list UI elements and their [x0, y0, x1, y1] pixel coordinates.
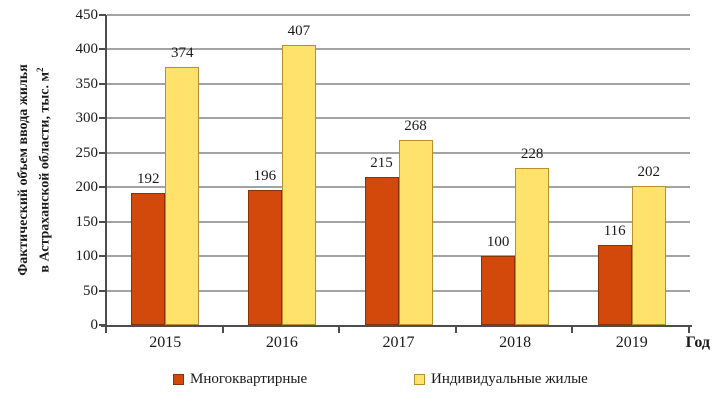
y-tick-mark-50 — [99, 289, 106, 292]
gridline-450 — [107, 14, 690, 16]
bar-series1-2018 — [515, 167, 550, 325]
value-label-series0-2016: 196 — [253, 167, 277, 184]
gridline-350 — [107, 82, 690, 85]
bar-series0-2016 — [247, 189, 282, 325]
y-tick-mark-400 — [99, 48, 106, 51]
value-label-series0-2015: 192 — [137, 170, 160, 187]
x-tick-label-2017: 2017 — [382, 334, 415, 351]
legend: Многоквартирные Индивидуальные жилые — [0, 369, 713, 393]
y-tick-mark-450 — [99, 14, 106, 16]
y-tick-label-250: 250 — [75, 144, 99, 161]
y-tick-label-0: 0 — [90, 317, 99, 333]
y-axis-line — [105, 15, 107, 327]
value-label-series0-2019: 116 — [603, 223, 626, 240]
plot-area — [107, 14, 690, 325]
y-tick-mark-0 — [99, 324, 106, 326]
y-tick-label-200: 200 — [75, 179, 99, 196]
x-tick-mark-4 — [571, 327, 574, 333]
legend-label-series1: Индивидуальные жилые — [431, 371, 588, 387]
x-tick-mark-3 — [454, 327, 457, 333]
y-tick-label-50: 50 — [83, 282, 98, 299]
x-axis-line — [101, 325, 692, 327]
gridline-300 — [107, 117, 690, 120]
bar-series0-2019 — [597, 245, 632, 325]
y-tick-mark-200 — [99, 186, 106, 189]
value-label-series1-2015: 374 — [171, 45, 194, 62]
y-axis-title-line2: в Астраханской области, тыс. м — [37, 71, 53, 273]
value-label-series0-2018: 100 — [486, 234, 510, 251]
y-tick-mark-100 — [99, 255, 106, 258]
bar-series0-2017 — [364, 176, 399, 325]
y-tick-label-300: 300 — [75, 110, 99, 127]
legend-item-series1: Индивидуальные жилые — [414, 369, 588, 389]
y-tick-mark-300 — [99, 117, 106, 120]
value-label-series1-2016: 407 — [287, 22, 311, 39]
x-tick-label-2018: 2018 — [499, 334, 532, 351]
legend-marker-series0 — [173, 373, 184, 385]
x-tick-label-2016: 2016 — [265, 334, 298, 351]
legend-marker-series1 — [414, 373, 425, 385]
x-tick-mark-2 — [338, 327, 341, 333]
bar-series1-2017 — [398, 140, 433, 325]
bar-series1-2015 — [165, 67, 200, 325]
x-tick-mark-5 — [688, 327, 690, 333]
bar-series0-2015 — [131, 192, 166, 325]
y-tick-mark-350 — [99, 82, 106, 85]
y-tick-label-400: 400 — [75, 41, 99, 58]
value-label-series0-2017: 215 — [370, 154, 393, 171]
gridline-400 — [107, 48, 690, 51]
value-label-series1-2018: 228 — [520, 145, 544, 162]
bar-series1-2019 — [631, 185, 666, 325]
y-tick-label-150: 150 — [75, 213, 99, 230]
x-tick-label-2019: 2019 — [615, 334, 648, 351]
y-axis-title-line1: Фактический объем ввода жилья — [16, 64, 31, 276]
value-label-series1-2017: 268 — [404, 118, 427, 135]
x-tick-mark-1 — [221, 327, 224, 333]
bar-series1-2016 — [281, 44, 316, 325]
y-tick-label-100: 100 — [75, 248, 99, 265]
x-tick-label-2015: 2015 — [149, 334, 182, 351]
y-axis-title: Фактический объем ввода жилья в Астрахан… — [15, 20, 53, 320]
bar-series0-2018 — [481, 256, 516, 325]
y-axis-title-superscript: 2 — [35, 67, 45, 72]
legend-item-series0: Многоквартирные — [173, 369, 307, 389]
value-label-series1-2019: 202 — [637, 163, 660, 180]
y-tick-label-350: 350 — [75, 75, 99, 92]
legend-label-series0: Многоквартирные — [190, 371, 308, 387]
y-tick-mark-150 — [99, 220, 106, 223]
y-tick-mark-250 — [99, 151, 106, 154]
y-tick-label-450: 450 — [75, 7, 99, 23]
x-tick-mark-0 — [105, 327, 107, 333]
x-axis-title: Год — [685, 334, 710, 351]
